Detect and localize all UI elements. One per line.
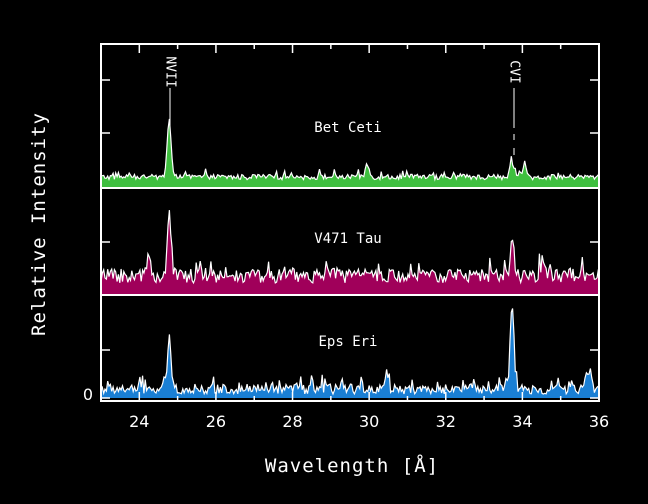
series-area-v471-tau xyxy=(101,210,599,295)
series-line-v471-tau xyxy=(100,210,599,285)
nvii-label: NVII xyxy=(163,56,178,87)
y-axis-title: Relative Intensity xyxy=(28,112,50,336)
cvi-label: CVI xyxy=(507,60,522,83)
series-layer xyxy=(100,118,599,398)
x-tick-label: 24 xyxy=(129,412,149,431)
series-label-eps-eri: Eps Eri xyxy=(318,334,377,350)
tick-layer: 24 26 28 30 32 34 36 xyxy=(100,44,609,431)
x-tick-label: 28 xyxy=(282,412,302,431)
series-area-bet-ceti xyxy=(101,118,599,188)
series-label-v471-tau: V471 Tau xyxy=(314,231,381,247)
series-label-bet-ceti: Bet Ceti xyxy=(314,120,381,136)
x-tick-label: 34 xyxy=(512,412,532,431)
series-line-eps-eri xyxy=(100,308,599,396)
x-tick-label: 26 xyxy=(206,412,226,431)
x-tick-label: 30 xyxy=(359,412,379,431)
series-line-bet-ceti xyxy=(100,118,599,182)
plot-frame xyxy=(100,43,600,402)
x-tick-label: 36 xyxy=(589,412,609,431)
x-axis-title: Wavelength [Å] xyxy=(265,454,439,477)
y-zero-label: 0 xyxy=(83,385,93,404)
x-tick-label: 32 xyxy=(436,412,456,431)
